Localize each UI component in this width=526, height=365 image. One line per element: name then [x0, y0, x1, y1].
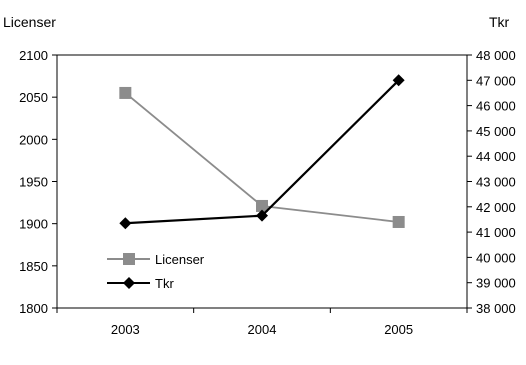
left-tick-label: 1950 [19, 175, 48, 190]
right-tick-label: 45 000 [476, 124, 516, 139]
right-tick-label: 42 000 [476, 200, 516, 215]
data-point-tkr [119, 217, 132, 230]
legend-marker-tkr [123, 277, 135, 289]
left-tick-label: 1850 [19, 259, 48, 274]
legend-label-tkr: Tkr [155, 276, 174, 291]
legend-label-licenser: Licenser [155, 252, 205, 267]
x-tick-label: 2004 [248, 322, 277, 337]
left-tick-label: 1800 [19, 301, 48, 316]
x-tick-label: 2005 [384, 322, 413, 337]
x-axis: 2003 2004 2005 [56, 308, 468, 337]
right-tick-label: 38 000 [476, 301, 516, 316]
left-tick-label: 2100 [19, 48, 48, 63]
right-axis-title: Tkr [489, 14, 510, 30]
right-tick-label: 39 000 [476, 276, 516, 291]
left-tick-label: 1900 [19, 217, 48, 232]
left-tick-label: 2050 [19, 90, 48, 105]
right-tick-label: 44 000 [476, 149, 516, 164]
left-tick-label: 2000 [19, 132, 48, 147]
right-tick-label: 41 000 [476, 225, 516, 240]
right-axis: 38 000 39 000 40 000 41 000 42 000 43 000 44 0… [467, 48, 516, 316]
left-axis-title: Licenser [3, 14, 56, 30]
data-point-licenser [256, 199, 268, 212]
data-point-tkr [392, 74, 405, 87]
left-axis: 1800 1850 1900 1950 2000 2050 2100 [19, 48, 57, 316]
data-point-licenser [119, 86, 132, 99]
legend: Licenser Tkr [107, 252, 205, 291]
data-point-tkr [256, 209, 268, 222]
series-layer [119, 74, 405, 230]
legend-marker-licenser [123, 253, 135, 265]
x-tick-label: 2003 [111, 322, 140, 337]
right-tick-label: 47 000 [476, 73, 516, 88]
right-tick-label: 46 000 [476, 99, 516, 114]
plot-area [56, 54, 468, 309]
right-tick-label: 48 000 [476, 48, 516, 63]
data-point-licenser [392, 215, 405, 228]
right-tick-label: 43 000 [476, 175, 516, 190]
right-tick-label: 40 000 [476, 250, 516, 265]
